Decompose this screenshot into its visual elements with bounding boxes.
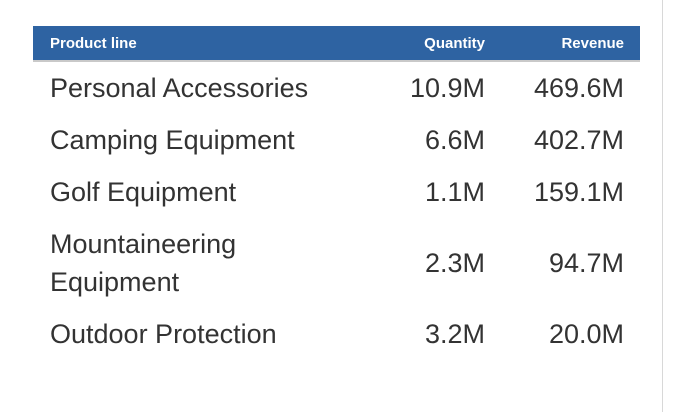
table-row: Camping Equipment 6.6M 402.7M <box>33 114 640 166</box>
table-row: Mountaineering Equipment 2.3M 94.7M <box>33 218 640 308</box>
value-cell: 1.1M <box>424 177 485 207</box>
product-cell: Camping Equipment <box>50 125 295 155</box>
column-header[interactable]: Quantity <box>360 26 501 62</box>
value-cell: 402.7M <box>533 125 624 155</box>
header-row: Product line Quantity Revenue <box>33 26 640 62</box>
table-row: Golf Equipment 1.1M 159.1M <box>33 166 640 218</box>
value-cell: 2.3M <box>424 248 485 278</box>
value-cell: 469.6M <box>533 73 624 103</box>
table-row: Outdoor Protection 3.2M 20.0M <box>33 308 640 360</box>
product-cell: Outdoor Protection <box>50 319 277 349</box>
table-header: Product line Quantity Revenue <box>33 26 640 62</box>
panel-border <box>662 0 663 412</box>
column-header[interactable]: Product line <box>33 26 360 62</box>
table-row: Personal Accessories 10.9M 469.6M <box>33 61 640 114</box>
value-cell: 3.2M <box>424 319 485 349</box>
value-cell: 10.9M <box>409 73 485 103</box>
value-cell: 94.7M <box>548 248 624 278</box>
product-cell: Personal Accessories <box>50 73 309 103</box>
table-body: Personal Accessories 10.9M 469.6M Camping E… <box>33 61 640 360</box>
product-cell: Golf Equipment <box>50 177 237 207</box>
value-cell: 6.6M <box>424 125 485 155</box>
product-cell: Mountaineering Equipment <box>50 229 237 297</box>
value-cell: 159.1M <box>533 177 624 207</box>
column-header[interactable]: Revenue <box>501 26 640 62</box>
data-table: Product line Quantity Revenue Personal Acc… <box>33 26 640 360</box>
value-cell: 20.0M <box>548 319 624 349</box>
